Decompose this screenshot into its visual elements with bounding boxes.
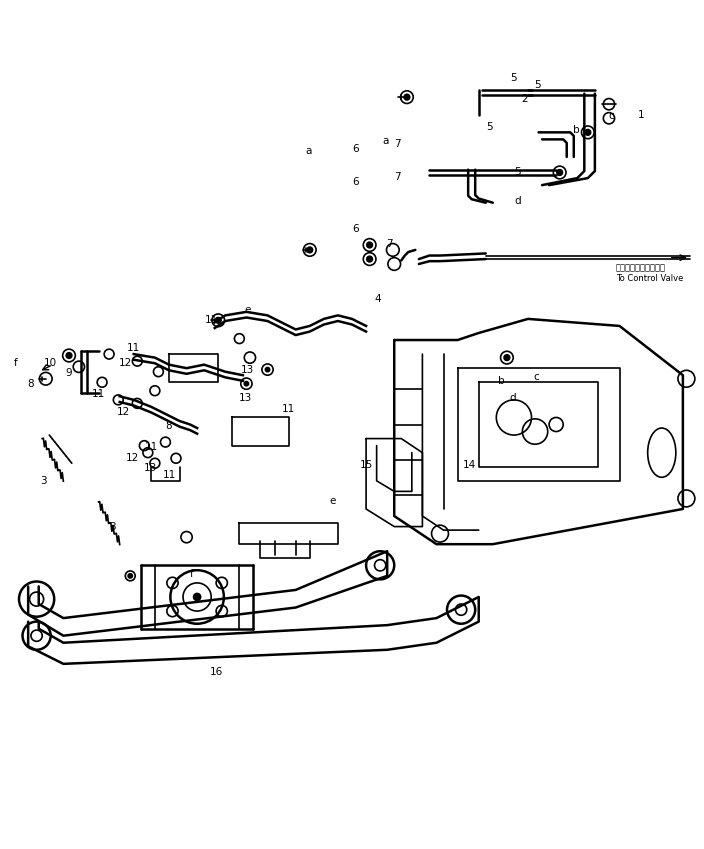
Text: a: a — [305, 146, 312, 156]
Text: 9: 9 — [65, 368, 72, 378]
Circle shape — [404, 94, 410, 100]
Text: 4: 4 — [375, 295, 382, 304]
Text: 2: 2 — [521, 94, 528, 104]
Text: 11: 11 — [92, 389, 105, 399]
Text: 8: 8 — [27, 379, 34, 389]
Text: 7: 7 — [386, 239, 393, 249]
Text: 7: 7 — [394, 139, 401, 149]
Text: e: e — [244, 305, 251, 315]
Text: 5: 5 — [534, 80, 541, 90]
Text: f: f — [189, 569, 194, 579]
Text: 15: 15 — [360, 459, 372, 469]
Text: 3: 3 — [109, 521, 116, 531]
Text: 11: 11 — [163, 470, 175, 481]
Text: 11: 11 — [127, 344, 140, 353]
Text: 6: 6 — [352, 143, 359, 154]
Text: 5: 5 — [510, 73, 517, 83]
Text: 7: 7 — [394, 171, 401, 182]
Text: a: a — [382, 137, 389, 147]
Text: 6: 6 — [352, 177, 359, 187]
Text: b: b — [498, 376, 505, 385]
Text: 14: 14 — [463, 459, 476, 469]
Text: 12: 12 — [119, 357, 132, 368]
Text: コントロールバルブへ: コントロールバルブへ — [616, 264, 666, 273]
Text: 13: 13 — [239, 393, 251, 403]
Text: 5: 5 — [514, 167, 521, 177]
Text: e: e — [329, 496, 336, 505]
Text: 16: 16 — [210, 667, 223, 678]
Text: c: c — [608, 111, 614, 121]
Text: 11: 11 — [145, 442, 158, 452]
Circle shape — [504, 355, 510, 361]
Text: f: f — [13, 357, 18, 368]
Circle shape — [244, 381, 249, 385]
Text: 11: 11 — [205, 315, 218, 325]
Text: 1: 1 — [637, 110, 644, 120]
Circle shape — [194, 593, 201, 600]
Text: b: b — [572, 126, 579, 135]
Text: 13: 13 — [241, 364, 254, 374]
Circle shape — [307, 247, 313, 253]
Circle shape — [66, 352, 72, 358]
Circle shape — [367, 256, 372, 261]
Text: d: d — [509, 393, 516, 402]
Circle shape — [128, 574, 132, 578]
Circle shape — [585, 130, 591, 135]
Text: c: c — [534, 372, 539, 382]
Text: 12: 12 — [126, 453, 139, 463]
Circle shape — [215, 318, 221, 323]
Text: 6: 6 — [352, 224, 359, 233]
Text: To Control Valve: To Control Valve — [616, 273, 684, 283]
Circle shape — [557, 170, 562, 175]
Text: d: d — [514, 195, 521, 205]
Text: 10: 10 — [44, 357, 57, 368]
Text: 5: 5 — [486, 122, 493, 132]
Circle shape — [367, 242, 372, 248]
Text: 3: 3 — [40, 475, 47, 486]
Text: 8: 8 — [165, 421, 172, 431]
Text: 12: 12 — [117, 407, 130, 417]
Circle shape — [265, 368, 270, 372]
Text: 11: 11 — [282, 404, 295, 414]
Text: 13: 13 — [144, 464, 156, 473]
